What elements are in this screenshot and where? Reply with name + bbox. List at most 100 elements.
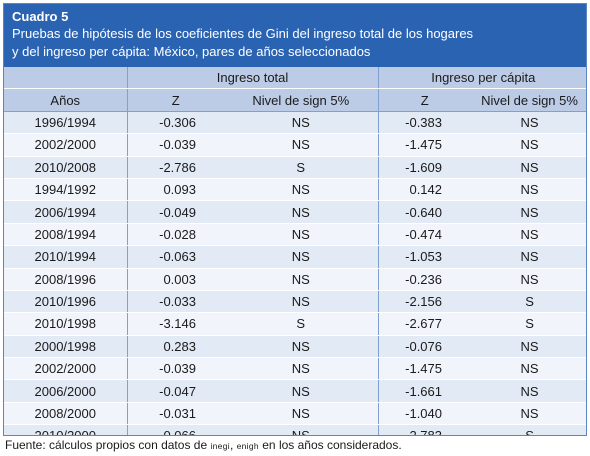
cell-nivel-total: NS xyxy=(224,133,379,157)
table-row: 2008/2000 -0.031 NS -1.040 NS xyxy=(4,402,586,426)
group-header-ingreso-total: Ingreso total xyxy=(126,67,379,90)
cell-nivel-total: S xyxy=(224,156,379,179)
table-header: Cuadro 5 Pruebas de hipótesis de los coe… xyxy=(4,4,586,67)
table-row: 2010/2008 -2.786 S -1.609 NS xyxy=(4,156,586,179)
cell-z-total: -0.306 xyxy=(126,111,224,135)
cell-z-total: -0.049 xyxy=(126,200,224,224)
cell-anos: 2010/1996 xyxy=(4,290,127,314)
table-row: 2008/1994 -0.028 NS -0.474 NS xyxy=(4,223,586,247)
cell-z-per-capita: -0.236 xyxy=(377,268,472,291)
cell-nivel-total: NS xyxy=(224,335,379,359)
source-note: Fuente: cálculos propios con datos de in… xyxy=(5,438,402,452)
table-row: 2010/1996 -0.033 NS -2.156 S xyxy=(4,290,586,314)
cell-z-total: 0.093 xyxy=(126,178,224,202)
table-row: 2010/1994 -0.063 NS -1.053 NS xyxy=(4,245,586,269)
table-body: 1996/1994 -0.306 NS -0.383 NS 2002/2000 -0.039… xyxy=(4,111,586,435)
column-header-z-per-capita: Z xyxy=(377,88,472,112)
column-header-row: Años Z Nivel de sign 5% Z Nivel de sign … xyxy=(4,88,586,112)
cell-anos: 2010/2008 xyxy=(4,156,127,179)
table-title-line-2: y del ingreso per cápita: México, pares … xyxy=(12,44,371,59)
cell-nivel-per-capita: NS xyxy=(471,268,586,291)
cell-z-total: -2.786 xyxy=(126,156,224,179)
cell-z-per-capita: -1.475 xyxy=(377,133,472,157)
cell-nivel-total: NS xyxy=(224,245,379,269)
cell-anos: 2006/1994 xyxy=(4,200,127,224)
cell-nivel-per-capita: NS xyxy=(471,111,586,135)
cell-z-total: -0.047 xyxy=(126,379,224,403)
cell-z-total: -0.028 xyxy=(126,223,224,247)
cell-nivel-total: NS xyxy=(224,111,379,135)
cell-z-per-capita: -1.661 xyxy=(377,379,472,403)
cell-nivel-per-capita: NS xyxy=(471,133,586,157)
cell-z-per-capita: -1.609 xyxy=(377,156,472,179)
cell-z-total: 0.283 xyxy=(126,335,224,359)
table-row: 2002/2000 -0.039 NS -1.475 NS xyxy=(4,133,586,157)
cell-nivel-total: S xyxy=(224,312,379,336)
column-group-row: Ingreso total Ingreso per cápita xyxy=(4,67,586,90)
cell-anos: 2002/2000 xyxy=(4,133,127,157)
table-row: 2010/2000 -0.066 NS -2.783 S xyxy=(4,424,586,435)
cell-nivel-per-capita: S xyxy=(471,424,586,435)
cell-nivel-total: NS xyxy=(224,268,379,291)
table-row: 2002/2000 -0.039 NS -1.475 NS xyxy=(4,357,586,381)
column-header-nivel-per-capita: Nivel de sign 5% xyxy=(471,88,586,112)
cell-z-total: -0.031 xyxy=(126,402,224,426)
cell-z-per-capita: -0.474 xyxy=(377,223,472,247)
cell-z-per-capita: -1.475 xyxy=(377,357,472,381)
cell-nivel-per-capita: NS xyxy=(471,223,586,247)
cell-z-total: -0.039 xyxy=(126,357,224,381)
cell-anos: 1996/1994 xyxy=(4,111,127,135)
cell-z-per-capita: 0.142 xyxy=(377,178,472,202)
source-enigh: enigh xyxy=(236,441,259,451)
cell-z-total: -0.039 xyxy=(126,133,224,157)
source-text-start: Fuente: cálculos propios con datos de xyxy=(5,438,211,452)
cell-nivel-per-capita: NS xyxy=(471,357,586,381)
cell-z-total: -3.146 xyxy=(126,312,224,336)
cell-nivel-per-capita: NS xyxy=(471,335,586,359)
cell-nivel-per-capita: NS xyxy=(471,402,586,426)
cell-z-total: -0.033 xyxy=(126,290,224,314)
cell-z-total: -0.066 xyxy=(126,424,224,435)
cell-nivel-total: NS xyxy=(224,223,379,247)
cell-z-per-capita: -0.383 xyxy=(377,111,472,135)
cell-anos: 2008/1996 xyxy=(4,268,127,291)
cell-nivel-per-capita: NS xyxy=(471,200,586,224)
source-inegi: inegi xyxy=(210,441,230,451)
cell-z-per-capita: -1.053 xyxy=(377,245,472,269)
cell-anos: 2008/2000 xyxy=(4,402,127,426)
table-row: 2006/1994 -0.049 NS -0.640 NS xyxy=(4,200,586,224)
cell-nivel-total: NS xyxy=(224,402,379,426)
table-label: Cuadro 5 xyxy=(12,9,69,24)
cell-z-total: 0.003 xyxy=(126,268,224,291)
cell-anos: 2010/2000 xyxy=(4,424,127,435)
cell-z-per-capita: -2.156 xyxy=(377,290,472,314)
cell-nivel-per-capita: S xyxy=(471,312,586,336)
cell-nivel-total: NS xyxy=(224,357,379,381)
table-row: 2010/1998 -3.146 S -2.677 S xyxy=(4,312,586,336)
gini-table: Ingreso total Ingreso per cápita Años Z … xyxy=(4,67,586,435)
table-row: 1994/1992 0.093 NS 0.142 NS xyxy=(4,178,586,202)
cell-nivel-total: NS xyxy=(224,379,379,403)
table-row: 1996/1994 -0.306 NS -0.383 NS xyxy=(4,111,586,135)
table-row: 2006/2000 -0.047 NS -1.661 NS xyxy=(4,379,586,403)
table-row: 2008/1996 0.003 NS -0.236 NS xyxy=(4,268,586,291)
cell-nivel-per-capita: NS xyxy=(471,156,586,179)
table-title-line-1: Pruebas de hipótesis de los coeficientes… xyxy=(12,26,474,41)
cell-anos: 2010/1994 xyxy=(4,245,127,269)
cell-anos: 2008/1994 xyxy=(4,223,127,247)
empty-header-cell xyxy=(4,67,127,90)
cell-z-per-capita: -2.783 xyxy=(377,424,472,435)
group-header-ingreso-per-capita: Ingreso per cápita xyxy=(377,67,586,90)
cell-z-per-capita: -0.640 xyxy=(377,200,472,224)
cell-anos: 2006/2000 xyxy=(4,379,127,403)
cell-nivel-per-capita: NS xyxy=(471,178,586,202)
source-comma: , xyxy=(229,438,237,452)
column-header-z-total: Z xyxy=(126,88,224,112)
cell-nivel-total: NS xyxy=(224,424,379,435)
table-card: Cuadro 5 Pruebas de hipótesis de los coe… xyxy=(3,3,587,436)
cell-nivel-per-capita: NS xyxy=(471,245,586,269)
cell-anos: 2002/2000 xyxy=(4,357,127,381)
cell-z-per-capita: -2.677 xyxy=(377,312,472,336)
cell-z-total: -0.063 xyxy=(126,245,224,269)
source-text-end: en los años considerados. xyxy=(258,438,402,452)
